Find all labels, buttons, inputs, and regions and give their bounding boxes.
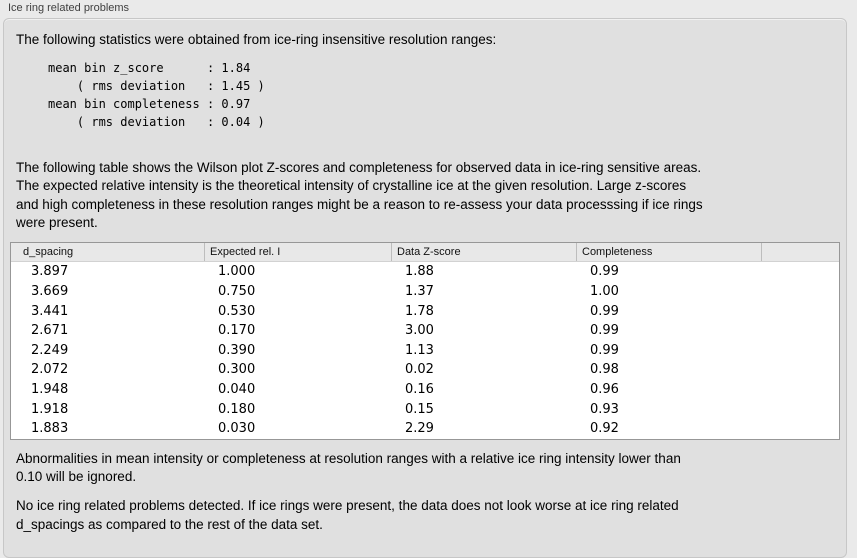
table-cell: 0.390 bbox=[218, 342, 256, 358]
table-cell: 2.072 bbox=[31, 362, 69, 378]
table-cell: 0.96 bbox=[590, 382, 619, 398]
column-header-empty bbox=[761, 242, 839, 261]
table-row[interactable]: 3.441 0.530 1.78 0.99 bbox=[11, 301, 839, 321]
table-row[interactable]: 1.948 0.040 0.16 0.96 bbox=[11, 380, 839, 400]
table-cell: 0.170 bbox=[218, 323, 256, 339]
table-cell: 0.040 bbox=[218, 382, 256, 398]
table-body: 3.897 1.000 1.88 0.99 3.669 0.750 1.37 1.00 3.44… bbox=[11, 261, 839, 439]
table-cell: 0.16 bbox=[405, 382, 434, 398]
table-cell: 3.00 bbox=[405, 323, 434, 339]
table-cell: 1.883 bbox=[31, 421, 69, 437]
table-cell: 3.441 bbox=[31, 303, 69, 319]
table-cell: 1.88 bbox=[405, 264, 434, 280]
ice-ring-group-box: The following statistics were obtained f… bbox=[3, 18, 847, 558]
table-cell: 0.300 bbox=[218, 362, 256, 378]
column-header-expected-rel-i[interactable]: Expected rel. I bbox=[204, 242, 391, 261]
table-row[interactable]: 1.883 0.030 2.29 0.92 bbox=[11, 419, 839, 439]
table-cell: 0.98 bbox=[590, 362, 619, 378]
table-cell: 1.13 bbox=[405, 342, 434, 358]
bin-statistics-block: mean bin z_score : 1.84 ( rms deviation … bbox=[48, 60, 265, 129]
table-row[interactable]: 2.671 0.170 3.00 0.99 bbox=[11, 321, 839, 341]
table-cell: 0.93 bbox=[590, 401, 619, 417]
table-cell: 0.99 bbox=[590, 303, 619, 319]
table-cell: 3.897 bbox=[31, 264, 69, 280]
statistics-intro-text: The following statistics were obtained f… bbox=[16, 32, 497, 47]
table-cell: 0.99 bbox=[590, 264, 619, 280]
table-cell: 2.29 bbox=[405, 421, 434, 437]
table-cell: 0.99 bbox=[590, 323, 619, 339]
table-cell: 0.92 bbox=[590, 421, 619, 437]
ice-ring-table: d_spacing Expected rel. I Data Z-score C… bbox=[10, 241, 840, 440]
table-row[interactable]: 2.249 0.390 1.13 0.99 bbox=[11, 341, 839, 361]
ignore-threshold-note: Abnormalities in mean intensity or compl… bbox=[16, 450, 681, 485]
column-header-data-z-score[interactable]: Data Z-score bbox=[391, 242, 576, 261]
table-cell: 1.918 bbox=[31, 401, 69, 417]
table-cell: 0.750 bbox=[218, 283, 256, 299]
table-row[interactable]: 1.918 0.180 0.15 0.93 bbox=[11, 399, 839, 419]
conclusion-text: No ice ring related problems detected. I… bbox=[16, 497, 679, 532]
table-cell: 1.78 bbox=[405, 303, 434, 319]
table-cell: 0.02 bbox=[405, 362, 434, 378]
table-cell: 1.37 bbox=[405, 283, 434, 299]
table-cell: 0.15 bbox=[405, 401, 434, 417]
column-header-completeness[interactable]: Completeness bbox=[576, 242, 761, 261]
column-header-d-spacing[interactable]: d_spacing bbox=[23, 245, 74, 258]
table-row[interactable]: 2.072 0.300 0.02 0.98 bbox=[11, 360, 839, 380]
table-cell: 0.180 bbox=[218, 401, 256, 417]
table-cell: 0.530 bbox=[218, 303, 256, 319]
table-cell: 0.030 bbox=[218, 421, 256, 437]
table-description-text: The following table shows the Wilson plo… bbox=[16, 159, 703, 231]
table-cell: 1.000 bbox=[218, 264, 256, 280]
table-cell: 3.669 bbox=[31, 283, 69, 299]
panel-title: Ice ring related problems bbox=[8, 2, 130, 14]
table-cell: 2.671 bbox=[31, 323, 69, 339]
table-cell: 2.249 bbox=[31, 342, 69, 358]
table-row[interactable]: 3.669 0.750 1.37 1.00 bbox=[11, 282, 839, 302]
table-header-row: d_spacing Expected rel. I Data Z-score C… bbox=[11, 242, 839, 262]
table-cell: 1.948 bbox=[31, 382, 69, 398]
table-row[interactable]: 3.897 1.000 1.88 0.99 bbox=[11, 262, 839, 282]
table-cell: 0.99 bbox=[590, 342, 619, 358]
table-cell: 1.00 bbox=[590, 283, 619, 299]
